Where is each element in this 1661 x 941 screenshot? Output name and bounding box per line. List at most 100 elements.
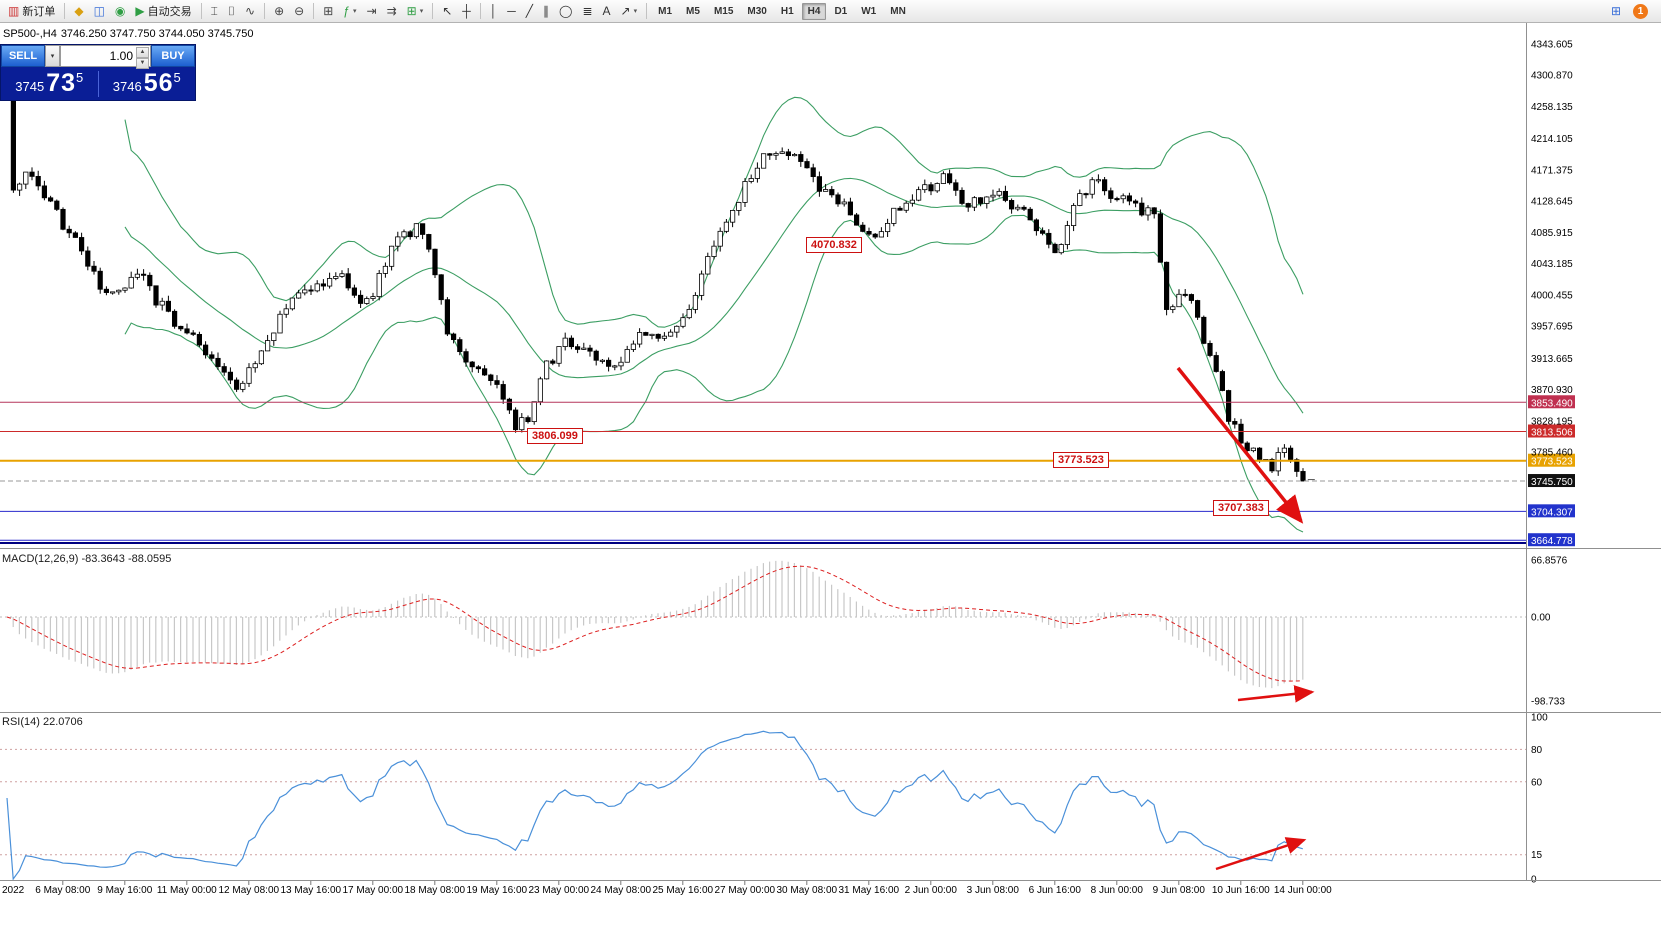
trendline-icon[interactable]: ╱ <box>521 2 538 21</box>
marketwatch-icon[interactable]: ◆ <box>69 2 88 21</box>
data-window-icon[interactable]: ◫ <box>89 2 110 21</box>
rsi-indicator-label: RSI(14) 22.0706 <box>2 716 83 728</box>
svg-text:30 May 08:00: 30 May 08:00 <box>776 885 837 896</box>
sell-price-base: 3745 <box>15 79 45 94</box>
crosshair-icon: ┼ <box>462 4 471 18</box>
line-chart-icon[interactable]: ∿ <box>240 2 260 21</box>
candlestick-chart-icon: ⌷ <box>227 4 236 18</box>
timeframe-d1[interactable]: D1 <box>834 5 848 17</box>
bar-chart-icon[interactable]: ⌶ <box>206 2 223 21</box>
sell-price-big: 73 <box>46 69 76 97</box>
svg-text:100: 100 <box>1531 713 1548 724</box>
arrows-tool-icon: ↗ <box>620 4 631 18</box>
timeframe-m5[interactable]: M5 <box>686 5 700 17</box>
svg-text:4258.135: 4258.135 <box>1531 102 1573 113</box>
volume-dropdown-button[interactable]: ▾ <box>45 45 60 67</box>
text-icon[interactable]: A <box>598 2 616 21</box>
timeframe-h4[interactable]: H4 <box>801 2 827 20</box>
buy-price-base: 3746 <box>112 79 142 94</box>
symbol-period-label: SP500-,H4 <box>3 28 57 40</box>
zoom-out-icon[interactable]: ⊖ <box>289 2 309 21</box>
svg-text:19 May 16:00: 19 May 16:00 <box>466 885 527 896</box>
svg-text:15: 15 <box>1531 850 1543 861</box>
svg-text:4085.915: 4085.915 <box>1531 228 1573 239</box>
new-chart-icon[interactable]: ⊞ ▾ <box>402 2 429 21</box>
new-window-icon: ⊞ <box>1610 4 1621 18</box>
svg-text:3853.490: 3853.490 <box>1531 398 1573 409</box>
svg-text:3957.695: 3957.695 <box>1531 322 1573 333</box>
horizontal-line-icon[interactable]: ─ <box>502 2 521 21</box>
crosshair-icon[interactable]: ┼ <box>457 2 476 21</box>
ohlc-values: 3746.250 3747.750 3744.050 3745.750 <box>60 28 254 40</box>
svg-text:60: 60 <box>1531 777 1543 788</box>
chart-shift-icon[interactable]: ⇥ <box>362 2 382 21</box>
cursor-icon[interactable]: ↖ <box>437 2 457 21</box>
svg-text:31 May 16:00: 31 May 16:00 <box>838 885 899 896</box>
price-callout[interactable]: 3806.099 <box>527 428 583 444</box>
volume-field: ▲ ▼ <box>60 45 151 69</box>
rsi-value: 22.0706 <box>42 716 83 728</box>
volume-spinner: ▲ ▼ <box>136 47 149 69</box>
svg-text:66.8576: 66.8576 <box>1531 556 1568 567</box>
svg-text:3664.778: 3664.778 <box>1531 536 1573 547</box>
autotrading-button[interactable]: ▶ 自动交易 <box>130 2 196 21</box>
trendline-icon: ╱ <box>525 4 534 18</box>
svg-text:3 Jun 08:00: 3 Jun 08:00 <box>967 885 1020 896</box>
svg-text:14 Jun 00:00: 14 Jun 00:00 <box>1274 885 1332 896</box>
channel-icon[interactable]: ∥ <box>538 2 554 21</box>
ellipse-icon: ◯ <box>559 4 573 18</box>
svg-text:3828.195: 3828.195 <box>1531 416 1573 427</box>
trade-widget-controls: SELL ▾ ▲ ▼ BUY <box>1 45 195 69</box>
svg-text:80: 80 <box>1531 745 1543 756</box>
timeframe-mn[interactable]: MN <box>890 5 906 17</box>
svg-text:23 May 00:00: 23 May 00:00 <box>528 885 589 896</box>
timeframe-w1[interactable]: W1 <box>861 5 877 17</box>
volume-input[interactable] <box>61 46 150 66</box>
svg-text:4171.375: 4171.375 <box>1531 165 1573 176</box>
svg-text:11 May 00:00: 11 May 00:00 <box>157 885 217 896</box>
new-window-icon[interactable]: ⊞ <box>1606 2 1626 21</box>
autotrading-button-label: 自动交易 <box>147 6 192 18</box>
arrows-tool-icon[interactable]: ↗ ▾ <box>616 2 643 21</box>
svg-text:9 May 16:00: 9 May 16:00 <box>97 885 152 896</box>
fibonacci-icon[interactable]: ≣ <box>577 2 597 21</box>
svg-text:25 May 16:00: 25 May 16:00 <box>652 885 713 896</box>
svg-text:4300.870: 4300.870 <box>1531 71 1573 82</box>
svg-text:3745.750: 3745.750 <box>1531 477 1573 488</box>
svg-text:8 Jun 00:00: 8 Jun 00:00 <box>1091 885 1144 896</box>
sell-button[interactable]: SELL <box>1 45 45 67</box>
price-callout[interactable]: 3773.523 <box>1053 452 1109 468</box>
price-callout[interactable]: 4070.832 <box>806 237 862 253</box>
auto-scroll-icon[interactable]: ⇉ <box>382 2 402 21</box>
toolbar-separator <box>432 3 434 19</box>
sell-price-button[interactable]: 3745735 <box>1 69 98 98</box>
indicators-icon[interactable]: ƒ ▾ <box>338 2 361 21</box>
timeframe-m15[interactable]: M15 <box>713 5 734 17</box>
macd-values: -83.3643 -88.0595 <box>81 553 172 565</box>
buy-price-sup: 5 <box>173 70 181 85</box>
candlestick-chart-icon[interactable]: ⌷ <box>223 2 240 21</box>
vertical-line-icon[interactable]: │ <box>485 2 503 21</box>
svg-text:3913.665: 3913.665 <box>1531 354 1573 365</box>
ellipse-icon[interactable]: ◯ <box>554 2 577 21</box>
timeframe-h1[interactable]: H1 <box>780 5 794 17</box>
buy-price-button[interactable]: 3746565 <box>99 69 196 98</box>
timeframe-m30[interactable]: M30 <box>747 5 767 17</box>
volume-increase-button[interactable]: ▲ <box>136 47 149 58</box>
zoom-in-icon[interactable]: ⊕ <box>269 2 289 21</box>
svg-text:3870.930: 3870.930 <box>1531 385 1573 396</box>
notification-badge[interactable]: 1 <box>1633 3 1648 19</box>
buy-button[interactable]: BUY <box>151 45 195 67</box>
price-callout[interactable]: 3707.383 <box>1213 500 1269 516</box>
tile-windows-icon[interactable]: ⊞ <box>318 2 338 21</box>
timeframe-m1[interactable]: M1 <box>658 5 673 17</box>
cursor-icon: ↖ <box>442 4 453 18</box>
volume-decrease-button[interactable]: ▼ <box>136 58 149 69</box>
horizontal-line-icon: ─ <box>507 4 516 18</box>
navigator-icon[interactable]: ◉ <box>110 2 130 21</box>
svg-text:6 Jun 16:00: 6 Jun 16:00 <box>1029 885 1082 896</box>
new-order-button[interactable]: ▥ 新订单 <box>3 2 60 21</box>
macd-indicator-label: MACD(12,26,9) -83.3643 -88.0595 <box>2 553 171 565</box>
